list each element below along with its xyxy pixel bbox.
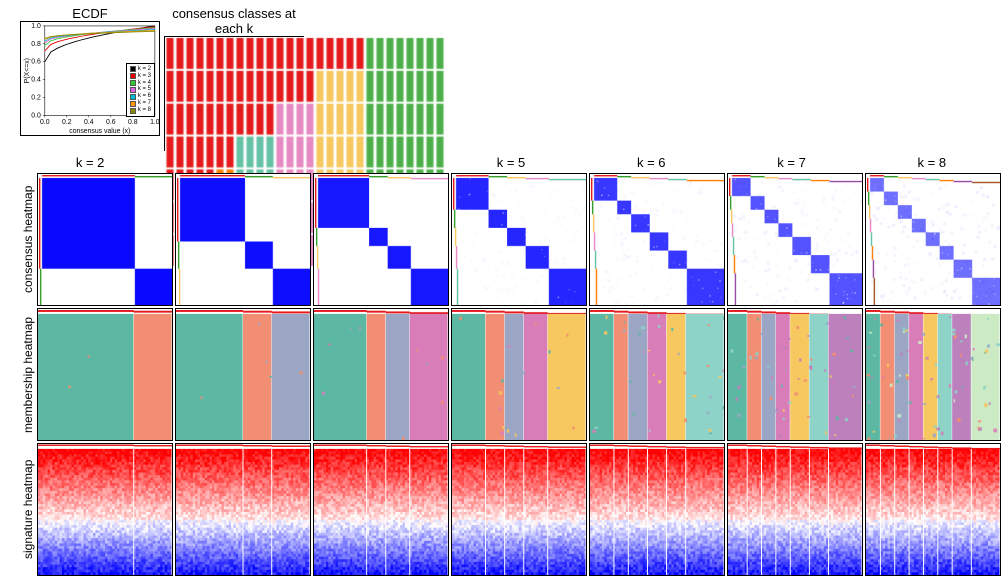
membership-cell-k6	[589, 308, 725, 441]
svg-text:1.0: 1.0	[150, 119, 159, 126]
svg-text:0.6: 0.6	[106, 119, 116, 126]
col-header-k2: k = 2	[20, 155, 160, 170]
row-label-consensus-heatmap: consensus heatmap	[20, 172, 36, 307]
row-label-signature-heatmap: signature heatmap	[20, 442, 36, 577]
membership-cell-k4	[313, 308, 449, 441]
col-header-k5: k = 5	[441, 155, 581, 170]
svg-text:0.0: 0.0	[40, 119, 50, 126]
consensus-cell-k8	[865, 173, 1001, 306]
svg-text:0.6: 0.6	[31, 59, 41, 66]
svg-text:0.2: 0.2	[62, 119, 72, 126]
consensus-cell-k3	[175, 173, 311, 306]
row-label-membership-heatmap: membership heatmap	[20, 307, 36, 442]
ecdf-legend: k = 2k = 3k = 4k = 5k = 6k = 7k = 8	[126, 63, 155, 117]
svg-text:consensus value (x): consensus value (x)	[69, 128, 130, 135]
membership-cell-k3	[175, 308, 311, 441]
svg-text:1.0: 1.0	[31, 23, 41, 30]
signature-cell-k7	[727, 443, 863, 576]
col-header-k6: k = 6	[581, 155, 721, 170]
signature-cell-k4	[313, 443, 449, 576]
col-header-k8: k = 8	[862, 155, 1002, 170]
signature-cell-k3	[175, 443, 311, 576]
svg-text:0.2: 0.2	[31, 94, 41, 101]
signature-cell-k5	[451, 443, 587, 576]
svg-text:P(X<=x): P(X<=x)	[24, 58, 31, 83]
consensus-cell-k2	[37, 173, 173, 306]
col-header-k7: k = 7	[721, 155, 861, 170]
svg-text:0.8: 0.8	[128, 119, 138, 126]
ecdf-plot: 0.0 0.2 0.4 0.6 0.8 1.0 0.0 0.2 0.4 0.6 0.8 1.0 cons…	[20, 21, 160, 136]
consensus-cell-k6	[589, 173, 725, 306]
membership-cell-k5	[451, 308, 587, 441]
signature-cell-k2	[37, 443, 173, 576]
signature-cell-k6	[589, 443, 725, 576]
classes-title: consensus classes at each k	[164, 6, 304, 36]
membership-cell-k8	[865, 308, 1001, 441]
membership-cell-k7	[727, 308, 863, 441]
svg-text:0.4: 0.4	[31, 77, 41, 84]
svg-text:0.4: 0.4	[84, 119, 94, 126]
consensus-cell-k5	[451, 173, 587, 306]
signature-cell-k8	[865, 443, 1001, 576]
svg-text:0.8: 0.8	[31, 41, 41, 48]
ecdf-title: ECDF	[20, 6, 160, 21]
consensus-cell-k4	[313, 173, 449, 306]
classes-plot	[164, 36, 304, 151]
membership-cell-k2	[37, 308, 173, 441]
consensus-cell-k7	[727, 173, 863, 306]
svg-text:0.0: 0.0	[31, 112, 41, 119]
